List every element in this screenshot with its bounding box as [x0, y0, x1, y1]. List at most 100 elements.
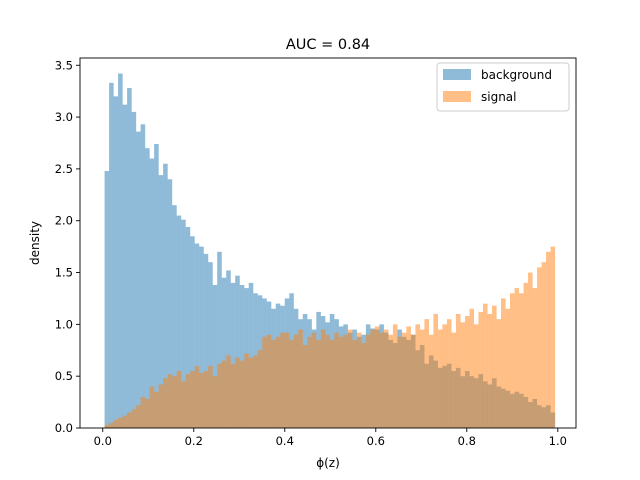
x-tick-label: 0.4	[276, 434, 294, 448]
signal-bar	[514, 288, 520, 428]
signal-bar	[550, 246, 556, 428]
signal-bar	[482, 303, 488, 428]
y-tick-label: 3.0	[55, 110, 73, 124]
background-bar	[172, 205, 177, 428]
signal-bar	[163, 378, 168, 428]
signal-bar	[311, 332, 317, 428]
signal-bar	[325, 334, 330, 428]
signal-bar	[460, 322, 466, 428]
axes-frame	[79, 57, 577, 429]
signal-bar	[451, 332, 457, 428]
legend-label-signal: signal	[481, 90, 517, 104]
signal-bar	[528, 272, 533, 428]
series-signal	[104, 246, 556, 428]
signal-bar	[343, 334, 348, 428]
signal-bar	[154, 391, 159, 428]
signal-bar	[176, 370, 182, 428]
background-bar	[136, 131, 141, 428]
signal-bar	[158, 384, 164, 428]
y-tick-label: 0.0	[55, 421, 73, 435]
background-bar	[248, 282, 254, 428]
background-bar	[145, 148, 150, 428]
signal-bar	[473, 324, 479, 428]
background-bar	[226, 270, 231, 428]
background-bar	[217, 251, 222, 428]
signal-bar	[145, 398, 150, 428]
background-bar	[176, 215, 182, 428]
background-bar	[190, 236, 195, 428]
signal-bar	[109, 422, 114, 428]
signal-bar	[136, 405, 141, 428]
signal-bar	[510, 293, 515, 428]
signal-bar	[298, 329, 303, 428]
signal-bar	[199, 373, 204, 428]
signal-bar	[113, 419, 119, 428]
signal-bar	[275, 336, 281, 428]
y-tick-label: 0.5	[55, 369, 73, 383]
background-bar	[194, 243, 200, 428]
signal-bar	[505, 308, 511, 428]
signal-bar	[284, 332, 290, 428]
bars-layer	[104, 73, 556, 429]
signal-bar	[293, 334, 299, 428]
background-bar	[154, 144, 159, 429]
background-bar	[113, 96, 119, 428]
signal-bar	[415, 324, 420, 428]
signal-bar	[172, 376, 177, 428]
background-bar	[158, 175, 164, 428]
background-bar	[239, 284, 245, 428]
signal-bar	[392, 324, 398, 428]
background-bar	[149, 158, 155, 428]
signal-bar	[239, 360, 245, 428]
signal-bar	[203, 370, 209, 428]
signal-bar	[338, 336, 344, 428]
signal-bar	[379, 332, 384, 428]
axes-layer: 0.0 0.2 0.4 0.6 0.8 1.0 0.0 0.5 1.0 1.5 2.0 2.5 3.0 3…	[55, 57, 577, 448]
legend: background signal	[436, 62, 570, 112]
background-bar	[104, 170, 110, 429]
signal-bar	[217, 363, 222, 428]
background-bar	[221, 277, 227, 428]
background-bar	[181, 219, 186, 428]
background-bar	[203, 253, 209, 428]
x-tick-label: 0.0	[94, 434, 112, 448]
signal-bar	[302, 345, 308, 428]
signal-bar	[370, 329, 375, 428]
signal-bar	[496, 319, 502, 428]
y-tick-label: 2.5	[55, 162, 73, 176]
signal-bar	[347, 329, 353, 428]
signal-bar	[487, 313, 493, 428]
signal-bar	[537, 267, 542, 428]
signal-bar	[491, 305, 497, 428]
signal-bar	[127, 412, 132, 428]
signal-bar	[212, 376, 218, 428]
background-bar	[208, 262, 213, 428]
signal-bar	[230, 363, 236, 428]
background-bar	[118, 73, 123, 429]
background-bar	[131, 111, 137, 428]
signal-bar	[235, 357, 240, 428]
signal-bar	[257, 350, 263, 428]
signal-bar	[266, 334, 272, 428]
signal-bar	[244, 353, 249, 428]
signal-bar	[226, 355, 231, 428]
signal-bar	[478, 311, 484, 428]
signal-bar	[122, 415, 128, 428]
signal-bar	[501, 298, 506, 428]
y-tick-label: 1.0	[55, 317, 73, 331]
background-bar	[163, 163, 168, 428]
background-bar	[235, 275, 240, 428]
signal-bar	[383, 329, 389, 428]
signal-bar	[532, 288, 538, 428]
signal-bar	[329, 339, 335, 428]
signal-bar	[320, 329, 326, 428]
signal-bar	[185, 374, 191, 428]
signal-bar	[131, 409, 137, 428]
signal-bar	[519, 293, 524, 428]
y-tick-label: 2.0	[55, 214, 73, 228]
signal-bar	[356, 332, 362, 428]
x-tick-label: 1.0	[549, 434, 567, 448]
background-bar	[167, 179, 173, 428]
background-bar	[185, 226, 191, 428]
